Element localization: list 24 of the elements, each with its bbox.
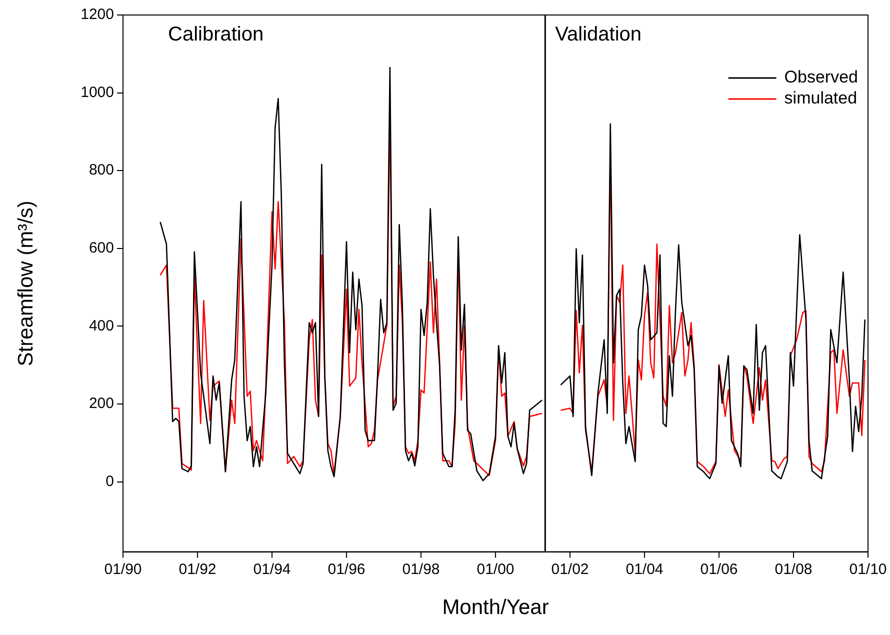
x-tick-label: 01/02: [551, 560, 589, 578]
x-axis-title: Month/Year: [442, 596, 549, 620]
x-tick-label: 01/98: [402, 560, 440, 578]
x-tick-label: 01/08: [774, 560, 812, 578]
y-axis-title: Streamflow (m³/s): [14, 200, 38, 366]
x-tick-label: 01/96: [328, 560, 366, 578]
annotation: Calibration: [168, 24, 264, 46]
y-tick-label: 400: [88, 317, 114, 334]
y-tick-label: 800: [88, 162, 114, 179]
x-tick-label: 01/94: [253, 560, 291, 578]
y-tick-label: 1200: [80, 6, 114, 24]
x-tick-label: 01/10: [849, 560, 887, 578]
y-tick-label: 1000: [80, 84, 114, 101]
x-tick-label: 01/90: [104, 560, 142, 578]
x-tick-label: 01/04: [626, 560, 664, 578]
x-tick-label: 01/92: [178, 560, 216, 578]
x-tick-label: 01/06: [700, 560, 738, 578]
legend-label: simulated: [784, 88, 858, 108]
annotation: Validation: [555, 24, 642, 46]
legend-label: Observed: [784, 68, 858, 87]
y-tick-label: 0: [106, 472, 114, 490]
y-tick-label: 600: [88, 240, 114, 257]
x-tick-label: 01/00: [476, 560, 514, 578]
y-tick-label: 200: [88, 395, 114, 412]
